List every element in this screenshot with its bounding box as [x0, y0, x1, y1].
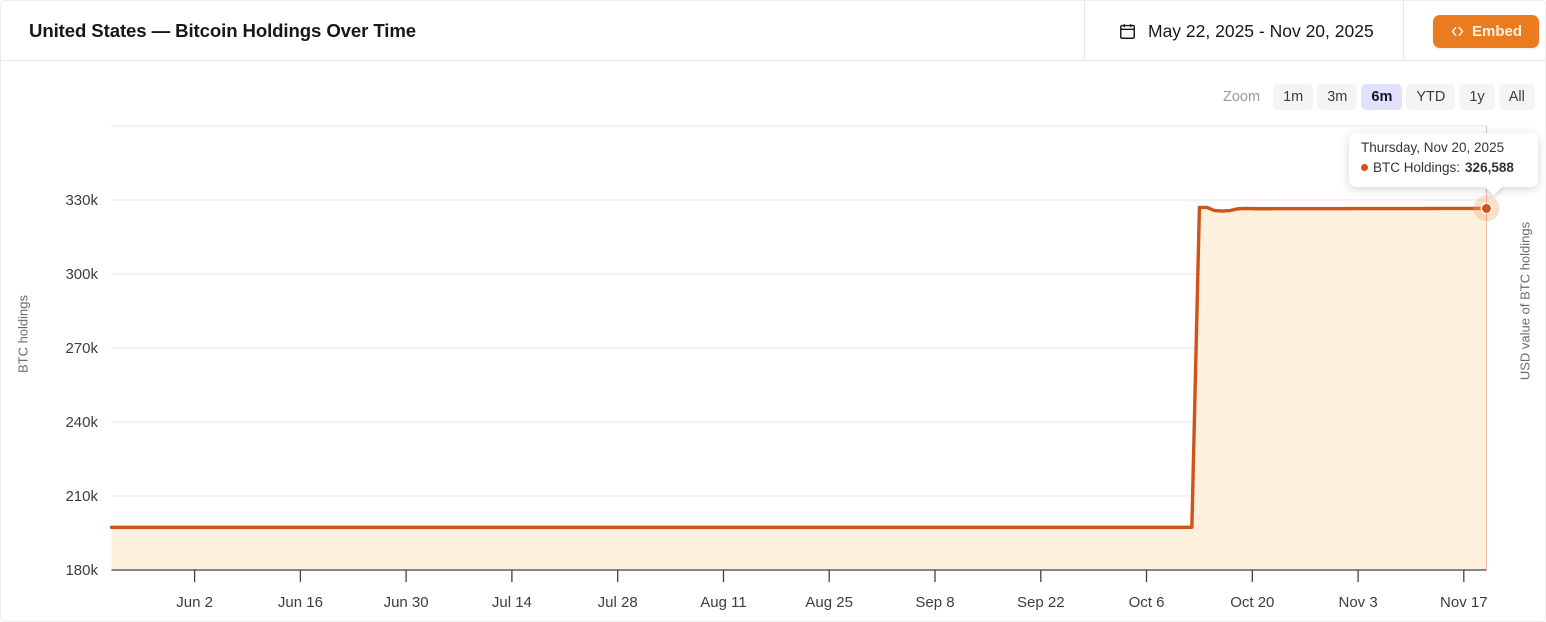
- svg-text:Sep 22: Sep 22: [1017, 594, 1065, 611]
- svg-text:Aug 11: Aug 11: [700, 594, 746, 611]
- svg-text:Jun 30: Jun 30: [384, 594, 429, 611]
- svg-text:Jul 14: Jul 14: [492, 594, 532, 611]
- svg-text:Jun 2: Jun 2: [176, 594, 213, 611]
- svg-text:Oct 20: Oct 20: [1230, 594, 1274, 611]
- svg-text:Jun 16: Jun 16: [278, 594, 323, 611]
- svg-text:330k: 330k: [65, 192, 98, 209]
- svg-text:Nov 3: Nov 3: [1339, 594, 1378, 611]
- svg-text:270k: 270k: [65, 340, 98, 357]
- svg-text:Aug 25: Aug 25: [805, 594, 853, 611]
- svg-text:Oct 6: Oct 6: [1129, 594, 1165, 611]
- svg-text:240k: 240k: [65, 414, 98, 431]
- svg-text:Sep 8: Sep 8: [915, 594, 954, 611]
- svg-text:180k: 180k: [65, 562, 98, 579]
- svg-text:Nov 17: Nov 17: [1440, 594, 1488, 611]
- svg-text:300k: 300k: [65, 266, 98, 283]
- svg-text:Jul 28: Jul 28: [598, 594, 638, 611]
- svg-text:210k: 210k: [65, 488, 98, 505]
